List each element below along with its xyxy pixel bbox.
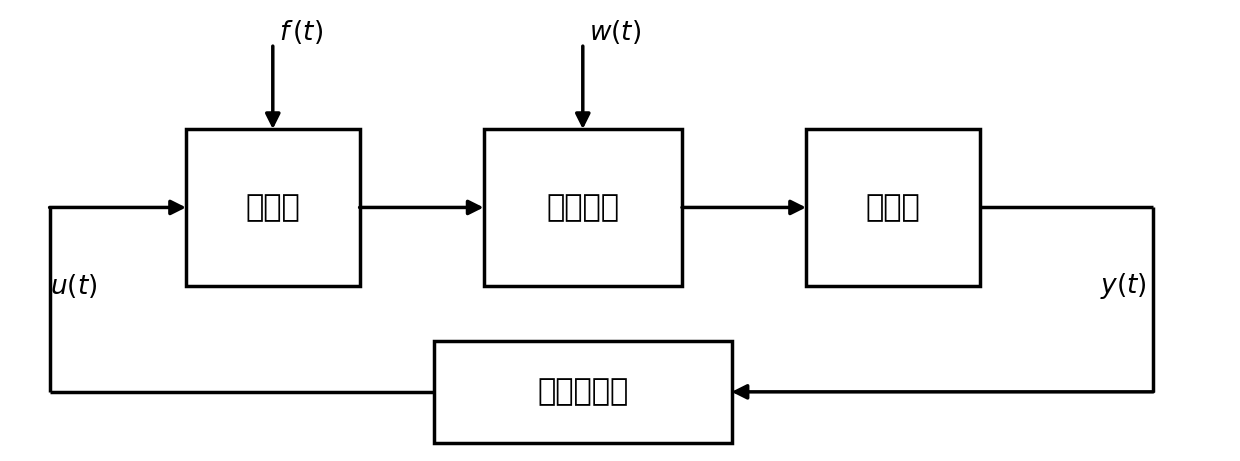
Text: $w(t)$: $w(t)$ — [589, 18, 641, 46]
Text: $f\,(t)$: $f\,(t)$ — [279, 18, 324, 46]
Text: 执行器: 执行器 — [246, 193, 300, 222]
Text: $y(t)$: $y(t)$ — [1100, 271, 1147, 301]
Text: 容错控制器: 容错控制器 — [537, 378, 629, 406]
Bar — [806, 129, 980, 286]
Bar — [434, 341, 732, 443]
Bar — [186, 129, 360, 286]
Text: 伺服系统: 伺服系统 — [547, 193, 619, 222]
Text: 传感器: 传感器 — [866, 193, 920, 222]
Bar — [484, 129, 682, 286]
Text: $u(t)$: $u(t)$ — [50, 272, 97, 300]
